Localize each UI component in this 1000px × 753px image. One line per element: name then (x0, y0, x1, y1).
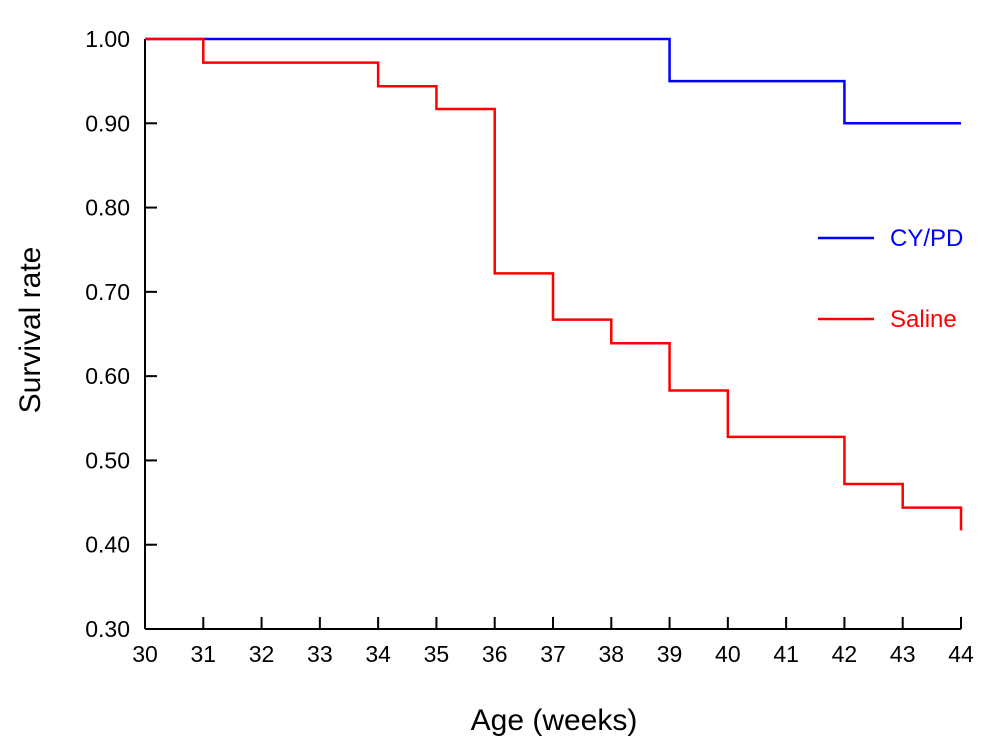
y-tick-label: 0.70 (85, 279, 130, 305)
x-tick-label: 42 (832, 641, 858, 667)
x-axis-ticks: 30 31 32 33 34 35 36 37 38 39 40 41 42 43 44 (132, 617, 974, 667)
series-layer (145, 37, 963, 531)
series-line-cy-pd (145, 37, 961, 125)
y-tick-label: 0.80 (85, 195, 130, 221)
x-tick-label: 35 (424, 641, 450, 667)
y-tick-label: 0.50 (85, 447, 130, 473)
x-tick-label: 34 (365, 641, 391, 667)
series-line-saline (145, 37, 963, 531)
y-axis-title: Survival rate (14, 247, 47, 414)
x-tick-label: 32 (249, 641, 275, 667)
x-tick-label: 33 (307, 641, 333, 667)
x-axis-title: Age (weeks) (471, 704, 638, 737)
x-tick-label: 36 (482, 641, 508, 667)
legend-label: CY/PD (890, 225, 963, 252)
x-tick-label: 37 (540, 641, 566, 667)
x-tick-label: 44 (948, 641, 974, 667)
x-tick-label: 41 (773, 641, 799, 667)
y-tick-label: 0.40 (85, 532, 130, 558)
x-tick-label: 40 (715, 641, 741, 667)
y-tick-label: 1.00 (85, 26, 130, 52)
y-tick-label: 0.60 (85, 363, 130, 389)
x-tick-label: 38 (598, 641, 624, 667)
y-axis-ticks: 0.30 0.40 0.50 0.60 0.70 0.80 0.90 1.00 (85, 26, 157, 642)
x-tick-label: 43 (890, 641, 916, 667)
axes (144, 39, 961, 630)
y-tick-label: 0.30 (85, 616, 130, 642)
legend: CY/PD Saline (818, 225, 963, 333)
legend-label: Saline (890, 306, 957, 333)
x-tick-label: 31 (190, 641, 216, 667)
x-tick-label: 30 (132, 641, 158, 667)
x-tick-label: 39 (657, 641, 683, 667)
y-tick-label: 0.90 (85, 110, 130, 136)
